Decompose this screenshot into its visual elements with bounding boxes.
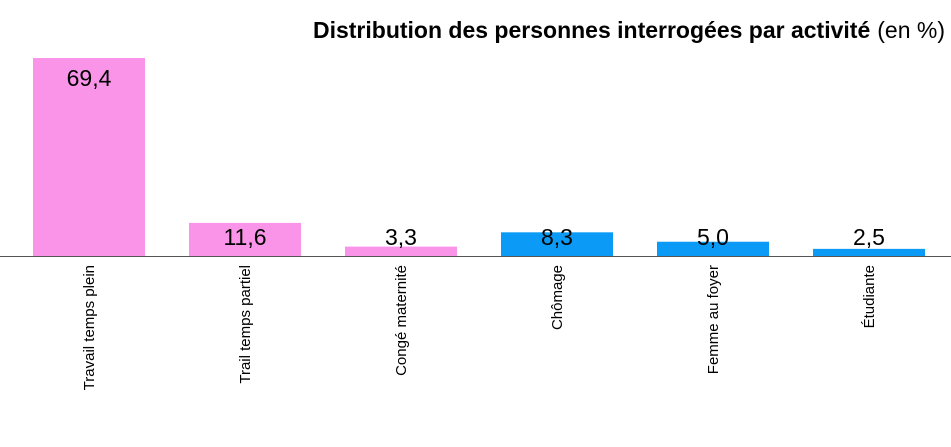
bar [345,246,457,256]
chart-title: Distribution des personnes interrogées p… [313,17,870,43]
x-tick-label: Travail temps plein [81,265,98,390]
bar [657,241,769,256]
chart-title-group: Distribution des personnes interrogées p… [313,17,945,43]
x-tick-label: Femme au foyer [705,265,722,374]
x-tick-label: Congé maternité [393,265,410,376]
x-tick-label: Étudiante [861,265,878,328]
value-label: 2,5 [853,224,885,250]
value-label: 11,6 [223,224,266,250]
value-label: 69,4 [67,65,112,91]
value-label: 8,3 [541,224,573,250]
value-label: 5,0 [697,224,729,250]
value-label: 3,3 [385,224,417,250]
x-tick-label: Trail temps partiel [237,265,254,384]
chart-title-suffix: (en %) [877,17,945,43]
bar [501,232,613,256]
bar [813,248,925,256]
x-tick-label: Chômage [549,265,566,330]
bar [189,222,301,256]
bar [33,58,145,256]
